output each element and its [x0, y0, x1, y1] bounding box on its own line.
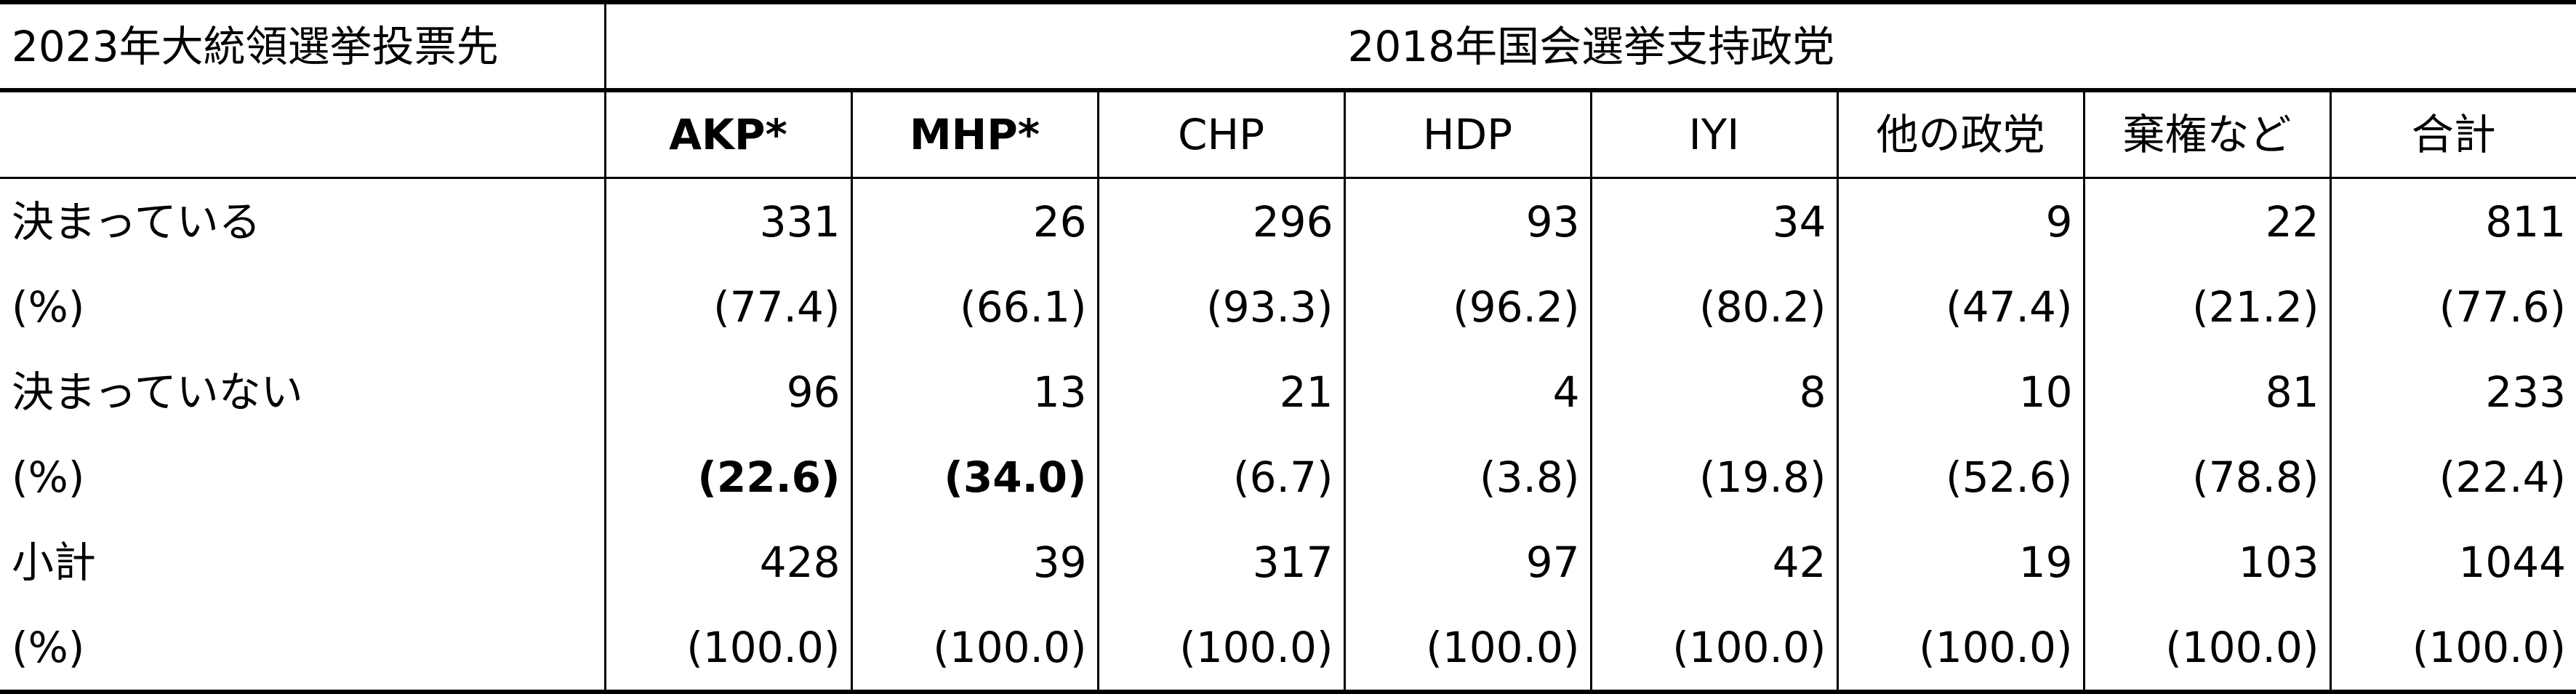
row-label: (%)	[0, 264, 606, 349]
table-cell: (100.0)	[605, 605, 853, 694]
table-cell: (6.7)	[1098, 434, 1346, 519]
table-cell: (100.0)	[851, 605, 1099, 694]
column-header-other-parties: 他の政党	[1837, 90, 2085, 179]
column-header-hdp: HDP	[1344, 90, 1592, 179]
table-cell: 39	[851, 519, 1099, 605]
table-cell: (100.0)	[1591, 605, 1839, 694]
table-cell: 21	[1098, 349, 1346, 434]
table-cell: (80.2)	[1591, 264, 1839, 349]
header-row-group: 2023年大統領選挙投票先 2018年国会選挙支持政党	[0, 0, 2576, 92]
table-cell: (3.8)	[1344, 434, 1592, 519]
table-row: 決まっている 331 26 296 93 34 9 22 811	[0, 178, 2576, 264]
table-cell: 26	[851, 178, 1099, 264]
table-cell: (100.0)	[2330, 605, 2576, 694]
table-cell: (22.6)	[605, 434, 853, 519]
table-cell: 428	[605, 519, 853, 605]
table-row: (%) (77.4) (66.1) (93.3) (96.2) (80.2) (47.4)(…	[0, 264, 2576, 349]
table-row: (%) (22.6) (34.0) (6.7) (3.8) (19.8) (52.6) (78…	[0, 434, 2576, 519]
table-cell: (19.8)	[1591, 434, 1839, 519]
table-cell: 42	[1591, 519, 1839, 605]
table-row: 決まっていない 96 13 21 4 8 10 81 233	[0, 349, 2576, 434]
row-label: (%)	[0, 434, 606, 519]
table-cell: 8	[1591, 349, 1839, 434]
table-cell: 13	[851, 349, 1099, 434]
row-label: 決まっている	[0, 178, 606, 264]
party-group-header: 2018年国会選挙支持政党	[605, 0, 2576, 92]
table-cell: 317	[1098, 519, 1346, 605]
table-cell: (77.4)	[605, 264, 853, 349]
table-cell: 811	[2485, 196, 2567, 247]
table-cell: (78.8)	[2084, 434, 2332, 519]
empty-corner-cell	[0, 90, 606, 179]
table-cell: 34	[1591, 178, 1839, 264]
table-cell: (66.1)	[851, 264, 1099, 349]
table-cell: 4	[1344, 349, 1592, 434]
column-header-abstain: 棄権など	[2084, 90, 2332, 179]
table-cell: 9	[1837, 178, 2085, 264]
column-header-akp: AKP*	[605, 90, 853, 179]
table-cell: 81	[2084, 349, 2332, 434]
table-cell: (100.0)	[1098, 605, 1346, 694]
table-cell: (77.6)	[2439, 282, 2567, 332]
table-row: (%) (100.0) (100.0) (100.0) (100.0) (100.0) (1…	[0, 605, 2576, 694]
table-cell: 296	[1098, 178, 1346, 264]
row-label: 決まっていない	[0, 349, 606, 434]
column-header-chp: CHP	[1098, 90, 1346, 179]
column-header-total: 合計	[2330, 90, 2576, 179]
table-cell: (100.0)	[2084, 605, 2332, 694]
table-cell: 10	[1837, 349, 2085, 434]
table-cell: (93.3)	[1098, 264, 1346, 349]
table-cell: (47.4)	[1837, 264, 2085, 349]
table-cell: 97	[1344, 519, 1592, 605]
row-label: (%)	[0, 605, 606, 694]
table-cell: (96.2)	[1344, 264, 1592, 349]
table-cell: 233	[2485, 367, 2567, 417]
table-cell: (34.0)	[851, 434, 1099, 519]
table-cell: 93	[1344, 178, 1592, 264]
row-label-header: 2023年大統領選挙投票先	[0, 0, 606, 92]
table-row: 小計 428 39 317 97 42 19 103 1044	[0, 519, 2576, 605]
table-cell: 22	[2084, 178, 2332, 264]
table-cell: 103	[2084, 519, 2332, 605]
column-header-iyi: IYI	[1591, 90, 1839, 179]
table-cell: 96	[605, 349, 853, 434]
header-row-columns: AKP* MHP* CHP HDP IYI 他の政党 棄権など 合計	[0, 90, 2576, 179]
row-label: 小計	[0, 519, 606, 605]
table-cell: (52.6)	[1837, 434, 2085, 519]
column-header-mhp: MHP*	[851, 90, 1099, 179]
table-cell: (22.4)	[2439, 452, 2567, 502]
table-cell: 19	[1837, 519, 2085, 605]
table-cell: (21.2)	[2084, 264, 2332, 349]
table-body: 決まっている 331 26 296 93 34 9 22 811 (%) (77.4) (66.1)(…	[0, 178, 2576, 694]
table-cell: (100.0)	[1837, 605, 2085, 694]
table-cell: 331	[605, 178, 853, 264]
table-cell: 1044	[2458, 537, 2567, 587]
table-cell: (100.0)	[1344, 605, 1592, 694]
